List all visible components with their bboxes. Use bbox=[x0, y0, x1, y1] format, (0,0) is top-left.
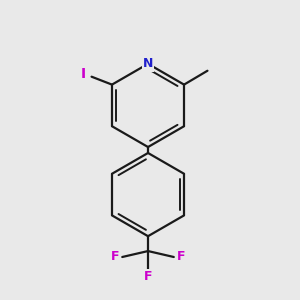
Text: N: N bbox=[143, 57, 153, 70]
Text: F: F bbox=[176, 250, 185, 263]
Text: F: F bbox=[144, 270, 152, 283]
Text: I: I bbox=[81, 67, 86, 81]
Text: F: F bbox=[111, 250, 120, 263]
